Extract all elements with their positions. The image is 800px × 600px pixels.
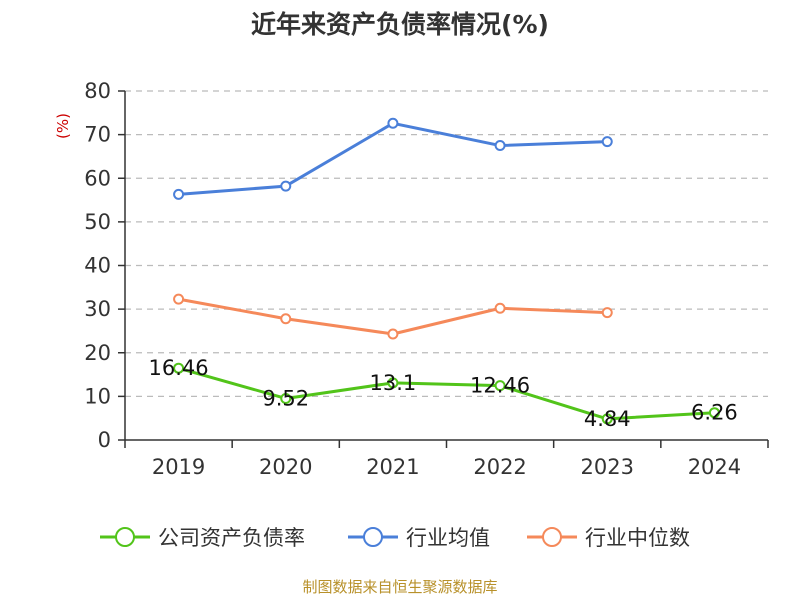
x-tick-label: 2019 [152, 455, 205, 479]
legend-label: 行业均值 [406, 526, 490, 550]
data-point [280, 313, 292, 325]
legend-marker [542, 527, 562, 547]
data-point [601, 136, 613, 148]
data-point [601, 413, 613, 425]
data-point [494, 140, 506, 152]
data-label: 4.84 [584, 407, 631, 431]
data-point [280, 392, 292, 404]
data-point [494, 302, 506, 314]
y-tick-label: 70 [84, 123, 111, 147]
y-tick-label: 50 [84, 210, 111, 234]
data-point [173, 188, 185, 200]
data-label: 12.46 [470, 374, 530, 398]
data-point [280, 180, 292, 192]
data-point [494, 380, 506, 392]
legend-label: 行业中位数 [585, 526, 690, 550]
x-tick-label: 2024 [688, 455, 741, 479]
data-label: 13.1 [370, 371, 417, 395]
data-labels: 16.46 9.52 13.1 12.46 4.84 6.26 [149, 356, 738, 431]
x-tick-label: 2023 [581, 455, 634, 479]
chart-title: 近年来资产负债率情况(%) [251, 10, 549, 39]
y-tick-label: 40 [84, 254, 111, 278]
series-line-0 [178, 366, 715, 421]
data-point [601, 307, 613, 319]
x-tick-label: 2022 [473, 455, 526, 479]
data-label: 16.46 [149, 356, 209, 380]
y-tick-label: 0 [98, 428, 111, 452]
y-tick-label: 30 [84, 297, 111, 321]
y-tick-label: 60 [84, 166, 111, 190]
data-point [708, 407, 720, 419]
y-tick-label: 80 [84, 79, 111, 103]
data-point [387, 117, 399, 129]
data-point [173, 293, 185, 305]
data-point [387, 377, 399, 389]
axes: 0 10 20 30 40 50 60 70 80 2019 2020 2021 2022 2023 202… [84, 79, 769, 479]
grid-lines [125, 90, 768, 397]
series-lines [173, 117, 720, 425]
y-tick-label: 10 [84, 384, 111, 408]
legend-label: 公司资产负债率 [158, 526, 305, 550]
legend: 公司资产负债率 行业均值 行业中位数 [100, 526, 690, 550]
legend-marker [363, 527, 383, 547]
y-tick-label: 20 [84, 341, 111, 365]
x-tick-label: 2021 [366, 455, 419, 479]
data-label: 9.52 [262, 386, 309, 410]
data-point [387, 328, 399, 340]
y-axis-unit-label: (%) [54, 113, 72, 139]
data-label: 6.26 [691, 401, 738, 425]
source-note: 制图数据来自恒生聚源数据库 [302, 578, 497, 596]
x-tick-label: 2020 [259, 455, 312, 479]
legend-marker [115, 527, 135, 547]
series-line-1 [178, 121, 608, 196]
data-point [173, 362, 185, 374]
